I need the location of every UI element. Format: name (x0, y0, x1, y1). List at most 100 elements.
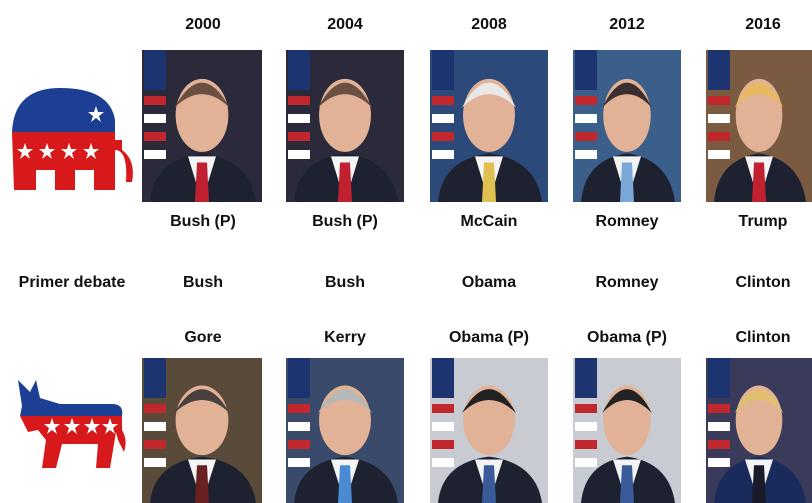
flag-stripe (708, 440, 730, 449)
hair (174, 82, 230, 108)
debate-winner: Bush (183, 274, 223, 291)
flag-canton (708, 50, 730, 90)
hair (461, 82, 517, 108)
hair (602, 82, 652, 108)
flag-canton (144, 50, 166, 90)
row-label: Primer debate (19, 274, 126, 291)
flag-stripe (144, 114, 166, 123)
republican-photo (573, 50, 681, 202)
flag-canton (575, 50, 597, 90)
tie (620, 162, 634, 202)
flag-stripe (708, 96, 730, 105)
tie (195, 162, 209, 202)
flag-stripe (575, 96, 597, 105)
tie (482, 465, 496, 503)
year-label: 2016 (745, 16, 781, 33)
democrat-logo (18, 380, 126, 468)
year-label: 2008 (471, 16, 507, 33)
flag-stripe (432, 440, 454, 449)
flag-stripe (575, 132, 597, 141)
republican-photo (430, 50, 548, 202)
flag-stripe (708, 132, 730, 141)
hair (602, 389, 652, 414)
flag-stripe (708, 114, 730, 123)
flag-stripe (288, 132, 310, 141)
flag-stripe (144, 132, 166, 141)
flag-stripe (144, 96, 166, 105)
flag-stripe (144, 440, 166, 449)
flag-stripe (288, 422, 310, 431)
flag-stripe (432, 458, 454, 467)
debate-winner: Obama (462, 274, 516, 291)
flag-stripe (288, 114, 310, 123)
democrat-candidate: Obama (P) (587, 329, 667, 346)
hair (317, 82, 373, 108)
flag-stripe (575, 150, 597, 159)
flag-stripe (432, 132, 454, 141)
republican-candidate: Romney (595, 213, 658, 230)
flag-canton (288, 50, 310, 90)
democrat-candidate: Obama (P) (449, 329, 529, 346)
flag-canton (432, 50, 454, 90)
republican-photo (142, 50, 262, 202)
republican-candidate: Trump (739, 213, 788, 230)
flag-canton (575, 358, 597, 398)
tie (338, 162, 352, 202)
flag-canton (432, 358, 454, 398)
hair (461, 389, 517, 414)
flag-stripe (432, 404, 454, 413)
flag-stripe (575, 114, 597, 123)
year-label: 2000 (185, 16, 221, 33)
flag-canton (144, 358, 166, 398)
flag-stripe (288, 404, 310, 413)
tie (195, 465, 209, 503)
flag-stripe (288, 96, 310, 105)
tie (338, 465, 352, 503)
flag-stripe (708, 150, 730, 159)
flag-stripe (288, 458, 310, 467)
democrat-photo (430, 358, 548, 503)
flag-stripe (708, 422, 730, 431)
democrat-photo (706, 358, 812, 503)
flag-stripe (575, 458, 597, 467)
hair (734, 82, 784, 108)
debate-winner: Clinton (735, 274, 790, 291)
flag-stripe (144, 404, 166, 413)
hair (174, 389, 230, 414)
year-label: 2004 (327, 16, 363, 33)
flag-canton (288, 358, 310, 398)
republican-photo (706, 50, 812, 202)
democrat-photo (286, 358, 404, 503)
year-label: 2012 (609, 16, 645, 33)
flag-stripe (575, 404, 597, 413)
flag-stripe (575, 422, 597, 431)
flag-stripe (144, 458, 166, 467)
flag-stripe (144, 422, 166, 431)
flag-canton (708, 358, 730, 398)
flag-stripe (288, 440, 310, 449)
hair (317, 389, 373, 414)
republican-candidate: Bush (P) (312, 213, 378, 230)
flag-stripe (708, 458, 730, 467)
flag-stripe (288, 150, 310, 159)
democrat-candidate: Gore (184, 329, 221, 346)
flag-stripe (432, 114, 454, 123)
hair (734, 389, 784, 414)
republican-photo (286, 50, 404, 202)
republican-logo (12, 88, 133, 190)
democrat-candidate: Kerry (324, 329, 366, 346)
tie (482, 162, 496, 202)
republican-candidate: Bush (P) (170, 213, 236, 230)
flag-stripe (432, 96, 454, 105)
democrat-photo (142, 358, 262, 503)
tie (752, 465, 766, 503)
flag-stripe (575, 440, 597, 449)
republican-candidate: McCain (461, 213, 518, 230)
flag-stripe (144, 150, 166, 159)
tie (752, 162, 766, 202)
debate-winner: Romney (595, 274, 658, 291)
democrat-photo (573, 358, 681, 503)
debate-winner: Bush (325, 274, 365, 291)
flag-stripe (708, 404, 730, 413)
